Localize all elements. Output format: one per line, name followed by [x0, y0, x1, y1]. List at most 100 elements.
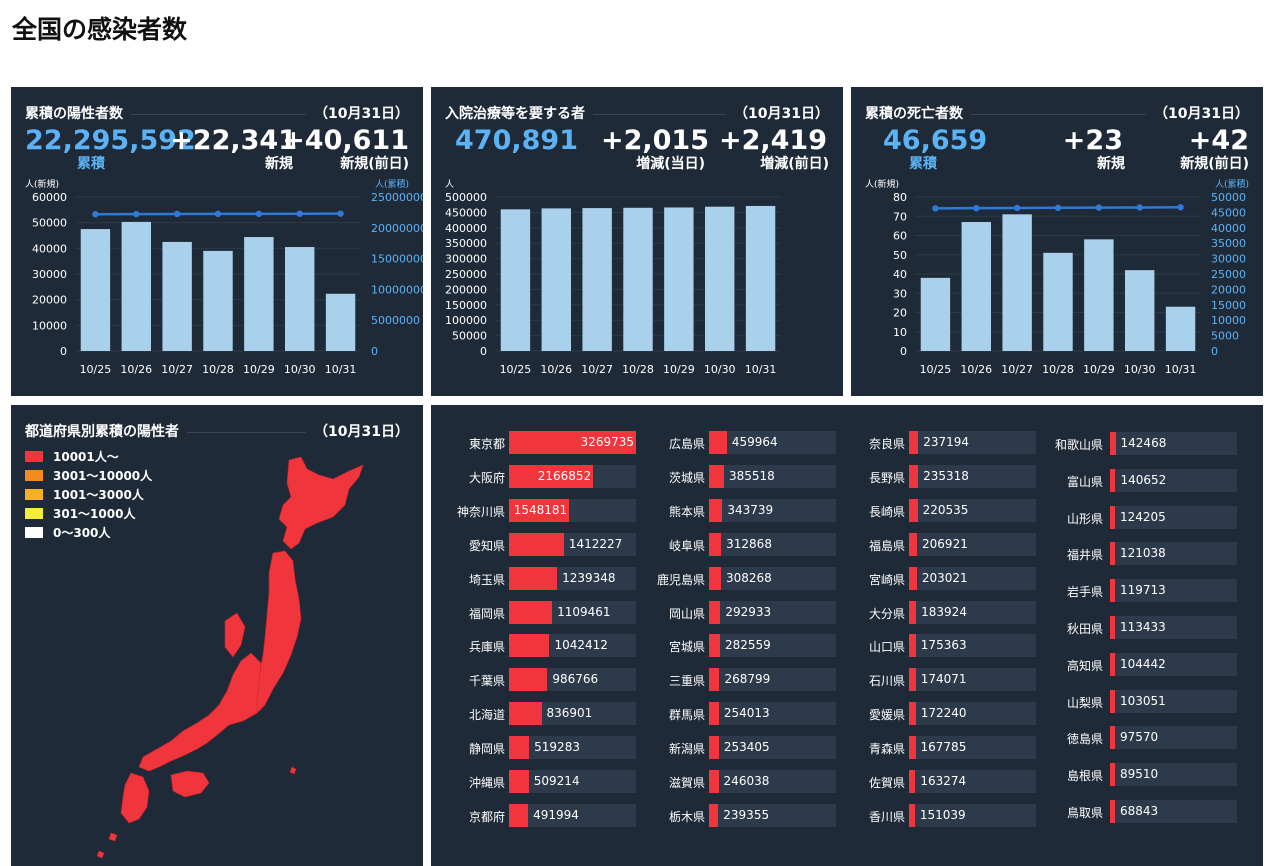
- line-point: [1054, 204, 1062, 212]
- deaths-cumulative-value: 46,659: [883, 125, 988, 156]
- prefecture-value: 203021: [921, 570, 968, 585]
- y2-tick-label: 35000: [1211, 237, 1246, 250]
- prefecture-bar-track[interactable]: 89510: [1110, 763, 1237, 787]
- prefecture-name: 宮崎県: [868, 572, 905, 587]
- prefecture-bar-track[interactable]: 140652: [1110, 468, 1237, 492]
- prefecture-bar-track[interactable]: 239355: [709, 803, 836, 827]
- prefecture-bar-track[interactable]: 175363: [909, 634, 1036, 658]
- bar: [920, 277, 951, 351]
- change-today-value: +2,015: [600, 125, 709, 156]
- prefecture-bar-track[interactable]: 113433: [1110, 616, 1237, 639]
- prefecture-bar-track[interactable]: 220535: [909, 498, 1036, 522]
- prefecture-bar-track[interactable]: 1109461: [509, 600, 636, 624]
- prefecture-bar-track[interactable]: 104442: [1110, 652, 1237, 676]
- prefecture-bar-track[interactable]: 1412227: [509, 532, 636, 556]
- prefecture-bar-track[interactable]: 235318: [909, 464, 1036, 488]
- prefecture-name: 東京都: [468, 437, 505, 451]
- prefecture-bar-track[interactable]: 203021: [909, 566, 1036, 590]
- prefecture-value: 151039: [919, 807, 966, 822]
- y-tick-label: 20: [893, 307, 907, 320]
- y2-tick-label: 15000000: [371, 253, 423, 266]
- prefecture-bar-track[interactable]: 312868: [709, 532, 836, 556]
- prefecture-value: 103051: [1120, 693, 1166, 708]
- line-point: [92, 211, 99, 218]
- prefecture-bar-track[interactable]: 246038: [709, 770, 836, 793]
- prefecture-bar: [909, 532, 918, 556]
- prefecture-bar-track[interactable]: 519283: [509, 736, 636, 760]
- prefecture-bar-track[interactable]: 124205: [1110, 505, 1237, 529]
- prefecture-bar-track[interactable]: 103051: [1110, 689, 1237, 713]
- prefecture-bar-track[interactable]: 836901: [509, 702, 636, 726]
- x-tick-label: 10/25: [920, 363, 952, 376]
- prefecture-bar-track[interactable]: 1239348: [509, 566, 636, 590]
- prefecture-name: 沖縄県: [468, 776, 505, 790]
- legend-item: 0～300人: [25, 524, 110, 541]
- prefecture-bar-track[interactable]: 268799: [709, 668, 836, 692]
- prefecture-bar-track[interactable]: 163274: [909, 770, 1036, 793]
- prefecture-bar-track[interactable]: 292933: [709, 600, 836, 624]
- prefecture-bar-track[interactable]: 119713: [1110, 579, 1237, 603]
- y-tick-label: 80: [893, 191, 907, 204]
- japan-map[interactable]: [11, 405, 423, 866]
- prefecture-bar-track[interactable]: 491994: [509, 803, 636, 827]
- prefecture-name: 福岡県: [468, 606, 505, 621]
- prefecture-bar-track[interactable]: 459964: [709, 431, 836, 454]
- map-date: （10月31日）: [306, 421, 409, 441]
- prefecture-bar-track[interactable]: 385518: [709, 464, 836, 488]
- y2-tick-label: 45000: [1211, 206, 1246, 219]
- prefecture-bar-track[interactable]: 253405: [709, 736, 836, 760]
- y-tick-label: 0: [480, 345, 487, 358]
- y2-tick-label: 40000: [1211, 222, 1246, 235]
- prefecture-bar-track[interactable]: 68843: [1110, 800, 1237, 823]
- prefecture-bar-track[interactable]: 142468: [1110, 432, 1237, 455]
- x-tick-label: 10/29: [663, 363, 695, 376]
- y-tick-label: 60000: [32, 191, 67, 204]
- change-prev-label: 増減(前日): [760, 156, 829, 172]
- prefecture-bar-track[interactable]: 343739: [709, 498, 836, 522]
- prefecture-name: 大阪府: [468, 470, 505, 485]
- prefecture-bar: [709, 431, 727, 454]
- bar: [582, 208, 612, 351]
- prefecture-bar: [1110, 726, 1115, 750]
- prefecture-name: 岡山県: [668, 606, 705, 621]
- prefecture-bar-track[interactable]: 1042412: [509, 634, 636, 658]
- prefecture-value: 509214: [533, 774, 580, 788]
- x-tick-label: 10/27: [1001, 363, 1033, 376]
- prefecture-bar-track[interactable]: 97570: [1110, 726, 1237, 750]
- prefecture-name: 徳島県: [1066, 732, 1103, 747]
- prefecture-bar-track[interactable]: 2166852: [509, 464, 636, 488]
- prefecture-value: 89510: [1120, 767, 1159, 782]
- prefecture-bar-track[interactable]: 151039: [909, 803, 1036, 827]
- prefecture-name: 山口県: [868, 640, 905, 655]
- prefecture-bar-track[interactable]: 167785: [909, 736, 1036, 760]
- x-tick-label: 10/30: [1124, 363, 1156, 376]
- prefecture-bar-track[interactable]: 121038: [1110, 542, 1237, 566]
- y-tick-label: 400000: [445, 222, 487, 235]
- prefecture-value: 104442: [1120, 656, 1166, 671]
- prefecture-bar-track[interactable]: 172240: [909, 702, 1036, 726]
- prefecture-bar-track[interactable]: 986766: [509, 668, 636, 692]
- prefecture-bar-track[interactable]: 254013: [709, 702, 836, 726]
- prefecture-bar: [909, 464, 919, 488]
- prefecture-bar-track[interactable]: 282559: [709, 634, 836, 658]
- prefecture-value: 235318: [923, 468, 969, 483]
- y-tick-label: 200000: [445, 283, 487, 296]
- prefecture-bar-track[interactable]: 183924: [909, 600, 1036, 624]
- prefecture-bar: [509, 634, 550, 658]
- y-tick-label: 350000: [445, 237, 487, 250]
- prefecture-bar-track[interactable]: 206921: [909, 532, 1036, 556]
- prefecture-bar-track[interactable]: 237194: [909, 431, 1036, 454]
- prefecture-value: 312868: [726, 536, 772, 551]
- prefecture-bar-track[interactable]: 308268: [709, 566, 836, 590]
- prefecture-bar: [909, 431, 919, 454]
- prefecture-bar-track[interactable]: 174071: [909, 668, 1036, 692]
- prefecture-name: 高知県: [1066, 658, 1103, 673]
- prefecture-bar-track[interactable]: 3269735: [509, 431, 636, 454]
- prefecture-bar: [709, 498, 723, 522]
- prefecture-bar-track[interactable]: 509214: [509, 770, 636, 793]
- y2-tick-label: 0: [371, 345, 378, 358]
- prefecture-bar-track[interactable]: 1548181: [509, 498, 636, 522]
- prefecture-value: 237194: [923, 435, 970, 449]
- prefecture-value: 343739: [727, 502, 774, 517]
- deaths-new-prev-label: 新規(前日): [1180, 156, 1249, 172]
